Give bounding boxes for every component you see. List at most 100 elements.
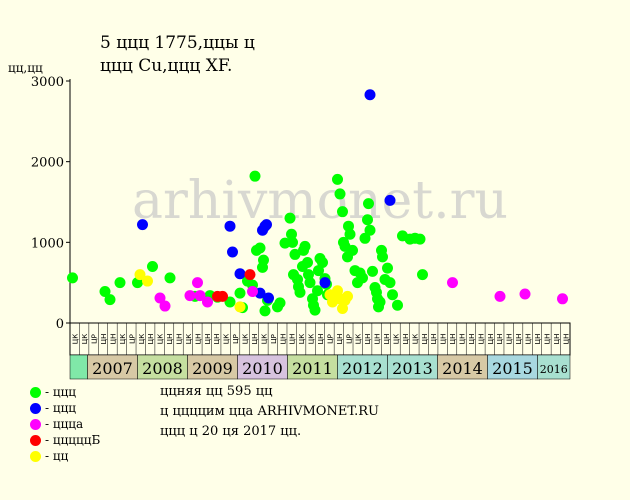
auction-label: ЦН	[336, 334, 344, 345]
data-point	[287, 236, 298, 248]
year-band	[287, 354, 338, 380]
data-point	[263, 292, 274, 304]
auction-label-row: ЦК ЦК ЦР ЦН ЦН ЦК ЦР ЦК ЦН ЦК ЦН ЦН ЦК ЦН ЦН ЦН ЦК ЦР ЦК ЦН…	[69, 322, 571, 356]
data-point	[154, 292, 166, 304]
y-axis-label: цц,цц	[8, 61, 43, 75]
data-point	[261, 219, 272, 231]
auction-label: ЦН	[553, 334, 561, 345]
year-label: 2015	[492, 359, 533, 378]
y-ticks: 0 1000 2000 3000	[31, 75, 70, 332]
data-point	[258, 254, 269, 266]
auction-label: ЦН	[147, 334, 155, 345]
data-point	[332, 173, 343, 185]
auction-label: ЦК	[185, 334, 193, 344]
legend-label: - цццццБ	[45, 433, 101, 447]
auction-label: ЦН	[213, 334, 221, 345]
auction-label: ЦН	[175, 334, 183, 345]
data-point	[104, 294, 116, 306]
data-point	[342, 290, 353, 302]
data-point	[194, 290, 206, 302]
data-point	[259, 305, 271, 317]
auction-label: ЦК	[223, 334, 231, 344]
data-point	[224, 220, 236, 232]
legend-item-3: - цццццБ	[30, 432, 100, 448]
year-band	[87, 354, 138, 380]
data-point	[359, 232, 371, 244]
auction-label: ЦР	[232, 334, 240, 344]
data-point	[254, 242, 266, 254]
chart-title-line-2: ццц Cu,ццц XF.	[100, 56, 233, 76]
data-point	[414, 233, 426, 245]
note-line-3: ццц ц 20 ця 2017 цц.	[160, 424, 302, 439]
auction-label: ЦН	[487, 334, 495, 345]
data-point	[363, 198, 374, 210]
data-point	[417, 269, 428, 281]
note-line-1: ццняя цц 595 цц	[160, 384, 273, 399]
auction-label: ЦР	[270, 334, 278, 344]
data-point	[494, 290, 506, 302]
auction-label: ЦН	[449, 334, 457, 345]
year-band-row: 2007 2008 2009 2010 2011 2012 2013 2014 2015 2016	[69, 354, 571, 380]
auction-label: ЦН	[525, 334, 533, 345]
year-label: 2008	[142, 359, 183, 378]
data-point	[344, 228, 356, 240]
data-point	[67, 272, 78, 284]
auction-label: ЦР	[128, 334, 136, 344]
auction-label: ЦР	[91, 334, 99, 344]
auction-label: ЦН	[562, 334, 570, 345]
auction-label: ЦН	[477, 334, 485, 345]
year-label: 2010	[242, 359, 283, 378]
auction-label: ЦК	[119, 334, 127, 344]
y-tick-label: 3000	[31, 75, 64, 90]
legend-item-1: - ццц	[30, 400, 76, 416]
data-point	[309, 304, 321, 316]
year-band	[237, 354, 288, 380]
data-point	[317, 257, 328, 268]
data-point	[244, 269, 256, 281]
data-point	[234, 268, 246, 280]
y-tick-label: 1000	[31, 236, 64, 251]
year-label: 2011	[292, 359, 333, 378]
data-point	[137, 219, 148, 231]
auction-label: ЦК	[355, 334, 363, 344]
auction-label: ЦН	[440, 334, 448, 345]
data-point	[217, 290, 228, 302]
data-point	[202, 296, 213, 308]
data-point	[337, 206, 348, 218]
auction-label: ЦН	[289, 334, 297, 345]
auction-label: ЦН	[166, 334, 174, 345]
auction-label: ЦН	[109, 334, 117, 345]
data-points	[67, 89, 568, 317]
data-point	[184, 290, 196, 302]
chart-title-line-1: 5 ццц 1775,ццы ц	[100, 33, 255, 53]
data-point	[374, 296, 386, 308]
legend-label: - цц	[45, 449, 69, 463]
year-band-lead	[69, 354, 88, 380]
auction-label: ЦН	[383, 334, 391, 345]
y-tick-label: 0	[56, 317, 64, 332]
auction-label: ЦН	[506, 334, 514, 345]
legend-swatch	[30, 419, 41, 430]
auction-label: ЦР	[345, 334, 353, 344]
data-point	[227, 246, 238, 258]
year-label: 2013	[392, 359, 433, 378]
data-point	[114, 277, 126, 289]
data-point	[347, 244, 358, 256]
auction-label: ЦР	[326, 334, 334, 344]
data-point	[224, 296, 236, 308]
auction-label: ЦН	[251, 334, 259, 345]
data-point	[364, 224, 376, 236]
legend-swatch	[30, 387, 41, 398]
year-label: 2014	[442, 359, 483, 378]
data-point	[147, 261, 158, 273]
data-point	[364, 89, 376, 101]
year-label: 2012	[342, 359, 383, 378]
auction-label: ЦК	[298, 334, 306, 344]
auction-label: ЦН	[194, 334, 202, 345]
data-point	[387, 289, 398, 301]
data-point	[302, 257, 313, 268]
data-point	[99, 286, 111, 298]
auction-label: ЦН	[402, 334, 410, 345]
legend-swatch	[30, 435, 41, 446]
